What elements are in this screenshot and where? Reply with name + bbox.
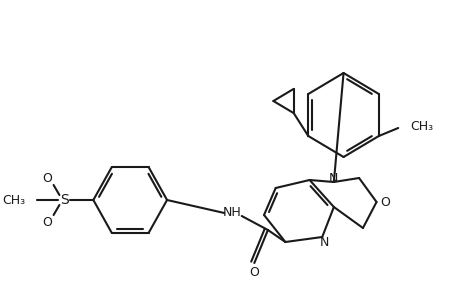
Text: O: O: [250, 266, 259, 278]
Text: O: O: [42, 171, 52, 185]
Text: O: O: [42, 215, 52, 228]
Text: O: O: [380, 196, 390, 209]
Text: N: N: [329, 173, 338, 185]
Text: NH: NH: [223, 206, 241, 219]
Text: CH₃: CH₃: [2, 194, 26, 206]
Text: S: S: [60, 193, 69, 207]
Text: CH₃: CH₃: [410, 120, 433, 132]
Text: N: N: [320, 236, 329, 249]
